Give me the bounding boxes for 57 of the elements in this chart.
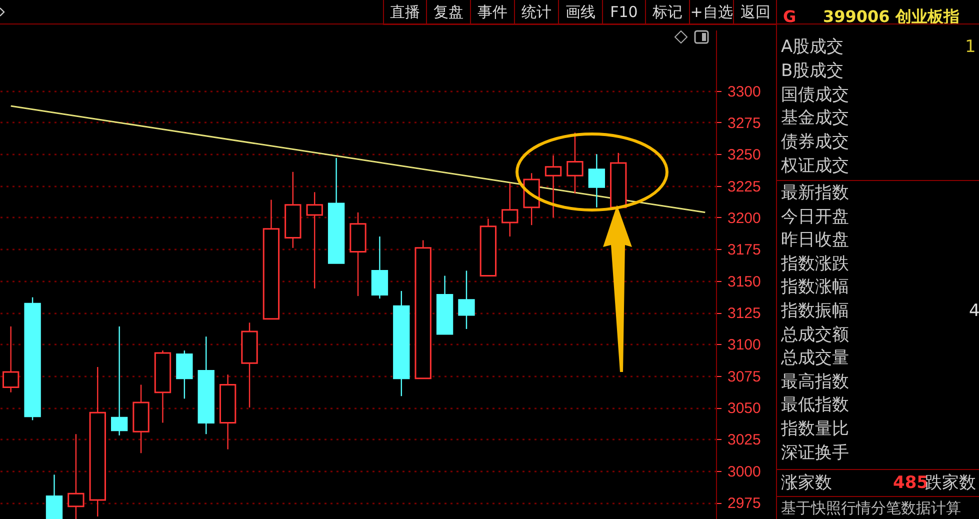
text: 指数振幅 (781, 300, 849, 322)
y-tick-label: 2975 (728, 495, 761, 512)
y-tick-label: 3275 (728, 114, 761, 132)
y-tick-label: 3125 (728, 305, 761, 322)
y-tick-label: 3100 (728, 336, 761, 354)
candlestick (2, 326, 20, 393)
text: 权证成交 (781, 155, 849, 177)
text: 国债成交 (781, 84, 849, 106)
text: 指数量比 (781, 418, 849, 440)
text: 复盘 (426, 0, 470, 25)
candlestick (544, 154, 562, 218)
text: 最低指数 (781, 394, 849, 416)
text: 昨日收盘 (781, 229, 849, 252)
text: A股成交 (781, 36, 844, 58)
text: 直播 (383, 0, 426, 25)
text: 标记 (645, 0, 689, 25)
text: 画线 (558, 0, 602, 25)
candlestick (502, 182, 518, 238)
text: 总成交量 (781, 347, 849, 370)
text: F10 (602, 0, 645, 25)
text: 指数涨跌 (781, 252, 849, 275)
candlestick (46, 474, 63, 519)
y-tick-label: 3050 (728, 400, 761, 418)
y-tick-label: 3075 (728, 368, 761, 386)
y-tick-label: 3000 (728, 463, 761, 480)
y-tick-label: 3200 (728, 210, 761, 227)
candlestick (566, 132, 584, 194)
candlestick (588, 154, 606, 208)
text: G (783, 6, 796, 28)
text: 最新指数 (781, 182, 849, 204)
candlestick (306, 192, 323, 290)
text: 涨家数 (781, 472, 832, 494)
y-tick-label: 3300 (728, 83, 761, 100)
candlestick (458, 270, 475, 330)
text: 统计 (514, 0, 558, 25)
text: 事件 (470, 0, 514, 25)
text: +自选 (689, 0, 733, 25)
text: B股成交 (781, 60, 844, 82)
y-tick-label: 3175 (728, 242, 761, 259)
text: 399006 创业板指 (823, 6, 960, 28)
y-tick-label: 3025 (728, 432, 761, 449)
text: 今日开盘 (781, 206, 849, 228)
y-tick-label: 3225 (728, 178, 761, 196)
text: 总成交额 (781, 324, 849, 346)
y-tick-label: 3250 (728, 146, 761, 164)
text: 1 (965, 36, 976, 58)
text: 返回 (733, 0, 777, 25)
text: 最高指数 (781, 370, 849, 393)
text: 指数涨幅 (781, 276, 849, 298)
candlestick (110, 326, 128, 436)
text: 基于快照行情分笔数据计算 (781, 498, 961, 519)
text: 深证换手 (781, 442, 849, 464)
text: 债券成交 (781, 131, 849, 154)
y-tick-label: 3150 (728, 273, 761, 290)
text: 基金成交 (781, 107, 849, 130)
text: 4 (969, 300, 979, 322)
text: 跌家数 (925, 472, 976, 494)
